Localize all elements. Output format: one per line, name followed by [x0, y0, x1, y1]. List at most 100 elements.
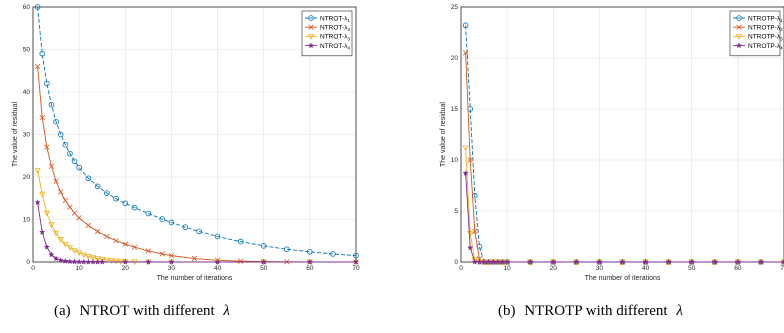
chart-b-series-4-point [462, 169, 469, 177]
chart-a-xtick-label: 70 [352, 265, 360, 272]
chart-a-legend-label-1: NTROT-λ1 [320, 15, 350, 23]
chart-b-legend-label-2: NTROTP-λ2 [748, 25, 783, 33]
chart-a-series-4-point [62, 257, 69, 264]
chart-a-series-4-point [306, 258, 314, 265]
chart-a-xtick-label: 50 [260, 265, 268, 272]
chart-b-series-4-point [665, 258, 672, 265]
chart-a-series-2-point [113, 238, 119, 244]
chart-a-series-4-point [168, 258, 175, 265]
chart-b-series-4-point [550, 258, 557, 265]
caption-a-prefix: (a) [54, 303, 71, 319]
chart-a-series-3-point [34, 168, 41, 175]
chart-a-series-4-point [52, 255, 60, 262]
chart-a-series-4-point [43, 243, 51, 250]
chart-a-legend-marker-2 [308, 24, 314, 30]
chart-a-ytick-label: 50 [23, 47, 31, 54]
chart-a-series-2-point [53, 178, 59, 184]
chart-a-xtick-label: 30 [168, 265, 176, 272]
chart-a-xtick-label: 10 [76, 265, 84, 272]
chart-b-series-4-point [780, 258, 784, 265]
chart-a-series-1-point [145, 210, 152, 217]
chart-panel-a: 0 10 20 30 40 50 60 70 0 10 20 30 40 50 60 The number o… [12, 4, 360, 282]
chart-b-ytick-label: 5 [454, 208, 458, 215]
chart-a-series-3-point [103, 257, 110, 264]
chart-b-xtick-label: 60 [734, 265, 742, 272]
chart-panel-b: 0 10 20 30 40 50 60 70 0 5 10 15 20 25 The number of i… [440, 4, 784, 282]
chart-a-series-3-point [66, 245, 73, 252]
chart-b-ytick-label: 20 [451, 55, 459, 62]
chart-a-series-2-point [122, 241, 128, 247]
chart-a-series-1-point [67, 150, 73, 157]
chart-a-series-3-point [89, 255, 97, 262]
chart-a-series-2-point [58, 189, 64, 195]
chart-b-ytick-label: 25 [451, 4, 459, 11]
chart-a-series-3-point [94, 256, 101, 263]
chart-b-xtick-label: 40 [642, 265, 650, 272]
chart-a-ytick-label: 20 [23, 174, 31, 181]
chart-b-series-3-point [471, 257, 478, 264]
chart-a-series-4-point [48, 251, 55, 258]
chart-a-series-1-point [196, 228, 202, 235]
chart-b-legend-marker-4 [735, 42, 743, 49]
chart-a-series-1-point [113, 195, 119, 202]
caption-a-text: NTROT with different [79, 303, 215, 319]
chart-b-series-1-point [462, 22, 469, 29]
caption-b-text: NTROTP with different [524, 303, 668, 319]
chart-b-series-4-point [688, 258, 695, 265]
chart-a-series-4 [34, 199, 360, 265]
chart-a-legend-box [301, 10, 353, 57]
chart-a-series-4-point [145, 258, 152, 265]
chart-a-y-axis-label: The value of residual [12, 102, 19, 167]
chart-a-legend-label-2: NTROT-λ2 [320, 25, 350, 33]
chart-b-legend-label-1: NTROTP-λ1 [748, 15, 783, 23]
chart-b-series-2-point [462, 50, 469, 56]
chart-a-series-3-point [48, 222, 55, 229]
chart-a-series-2-point [67, 204, 73, 210]
chart-b-series-2-point [467, 157, 473, 163]
chart-a-series-3-point [108, 258, 115, 265]
chart-a-xtick-label: 20 [122, 265, 130, 272]
chart-b-series-4-point [757, 258, 765, 265]
chart-a-series-3-point [76, 250, 83, 257]
chart-a-series-2-point [44, 144, 50, 150]
chart-a-series-4-point [214, 258, 221, 265]
caption-a-symbol: λ [222, 303, 230, 319]
chart-a-xtick-label: 40 [214, 265, 222, 272]
chart-a-series-2-point [191, 255, 198, 262]
chart-a-series-3-point [43, 210, 50, 217]
chart-b-series-3-point [462, 145, 469, 152]
chart-b-series-4-point [503, 258, 511, 265]
chart-a-legend-marker-3 [307, 34, 315, 40]
chart-a-series-1-point [353, 252, 359, 259]
chart-a-series-3-point [62, 241, 69, 248]
chart-a-series-4-point [39, 228, 46, 235]
chart-b-series-4-line [465, 173, 784, 263]
chart-b-series-4-point [711, 258, 719, 265]
chart-a-series-2-point [237, 258, 244, 264]
chart-a-series-2-point [159, 251, 165, 257]
chart-b-xtick-label: 70 [780, 265, 784, 272]
chart-b-series-4-point [526, 258, 534, 265]
chart-a-series-2 [34, 63, 359, 265]
chart-b-xtick-label: 30 [596, 265, 604, 272]
chart-b-xtick-label: 10 [504, 265, 512, 272]
chart-b-series-4-point [596, 258, 603, 265]
chart-b-y-axis-label: The value of residual [440, 102, 447, 167]
chart-a-series-1-point [122, 200, 129, 207]
chart-a-x-axis-label: The number of iterations [157, 275, 233, 282]
chart-a-ytick-label: 60 [23, 4, 31, 11]
chart-a-series-2-point [48, 163, 55, 170]
chart-a-xtick-label: 0 [31, 265, 35, 272]
chart-a-series-2-point [94, 228, 101, 235]
chart-b-series-4-point [467, 244, 474, 251]
chart-a-series-3-point [80, 252, 87, 259]
chart-b-legend-marker-2 [736, 24, 742, 30]
chart-a-series-1-point [260, 243, 267, 249]
chart-b-xtick-label: 20 [550, 265, 558, 272]
chart-a-series-4-point [260, 258, 267, 265]
chart-b-legend-marker-3 [735, 34, 743, 40]
chart-b-series-4-point [642, 258, 649, 265]
